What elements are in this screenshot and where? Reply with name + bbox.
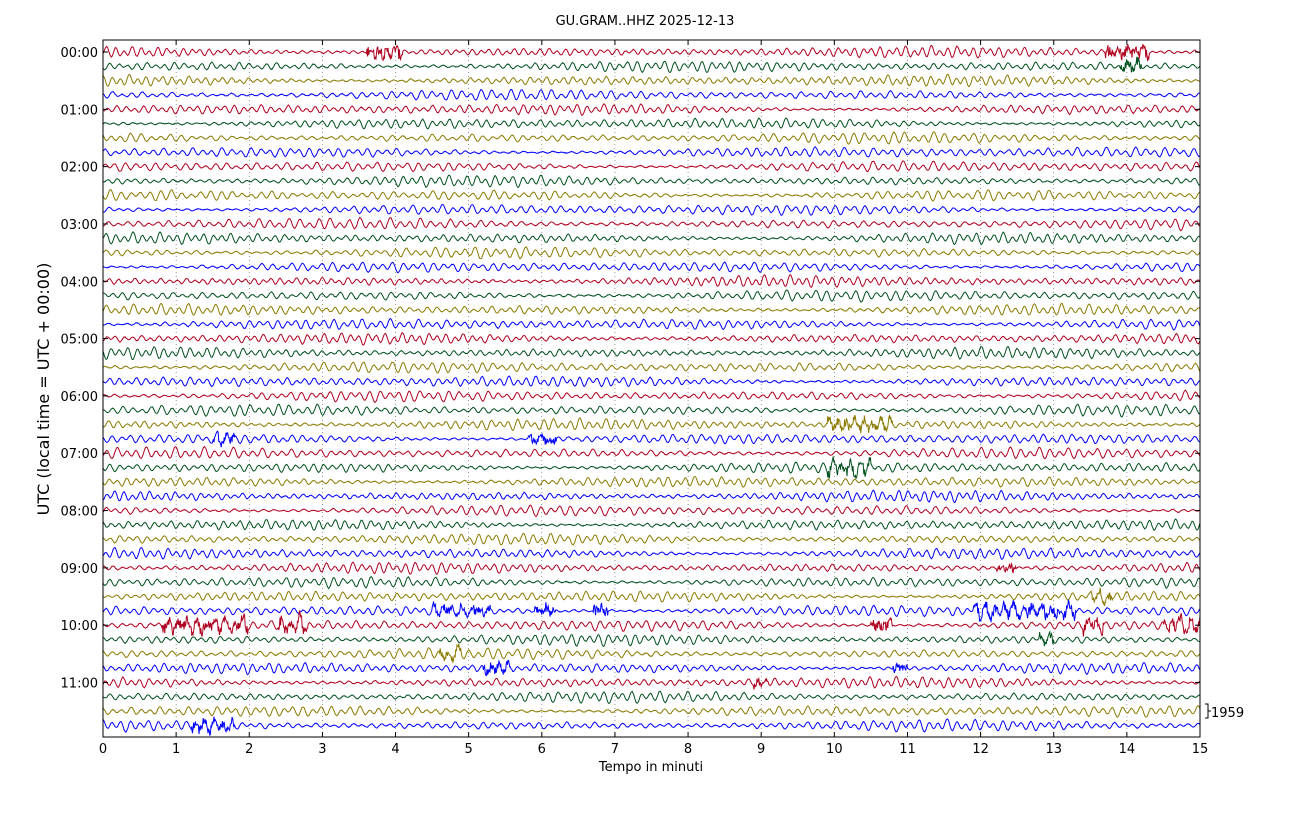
seismic-trace-line	[102, 643, 1201, 664]
y-tick-label: 05:00	[61, 333, 98, 348]
x-tick-label: 14	[1119, 742, 1136, 757]
plot-frame	[102, 39, 1201, 738]
x-tick-label: 9	[757, 742, 765, 757]
seismic-trace-line	[102, 587, 1201, 607]
seismic-trace-line	[102, 56, 1201, 74]
x-tick-label: 10	[826, 742, 843, 757]
x-tick-label: 13	[1045, 742, 1062, 757]
y-tick-label: 07:00	[61, 447, 98, 462]
seismic-trace-line	[102, 332, 1201, 346]
seismic-trace-line	[102, 659, 1201, 677]
seismic-trace-line	[102, 690, 1200, 704]
seismic-trace-line	[102, 160, 1201, 173]
x-tick-label: 11	[899, 742, 916, 757]
seismic-trace-line	[102, 489, 1201, 504]
seismic-trace-line	[102, 705, 1201, 718]
x-tick-label: 5	[465, 742, 473, 757]
x-tick-label: 0	[99, 742, 107, 757]
y-tick-label: 09:00	[61, 562, 98, 577]
amplitude-scale-bar: 1959	[1205, 703, 1244, 721]
seismic-trace-line	[102, 575, 1201, 590]
seismic-trace-line	[102, 445, 1201, 460]
chart-title: GU.GRAM..HHZ 2025-12-13	[556, 14, 735, 29]
seismic-trace-line	[102, 375, 1201, 388]
seismic-trace-line	[102, 216, 1201, 232]
seismic-trace-line	[102, 188, 1200, 202]
seismic-trace-line	[102, 146, 1200, 158]
x-tick-label: 4	[391, 742, 399, 757]
seismic-trace-line	[102, 103, 1201, 116]
x-tick-label: 7	[611, 742, 619, 757]
seismic-trace-line	[102, 504, 1200, 518]
seismic-trace-line	[102, 131, 1201, 145]
seismic-trace-line	[102, 414, 1201, 434]
grid-lines	[175, 40, 1128, 737]
seismic-trace-line	[102, 345, 1201, 361]
seismic-trace-line	[102, 43, 1200, 62]
seismic-trace-line	[102, 716, 1201, 736]
x-tick-label: 15	[1192, 742, 1209, 757]
seismic-trace-line	[102, 475, 1200, 488]
seismic-trace-line	[102, 317, 1201, 331]
x-tick-label: 12	[972, 742, 989, 757]
seismic-trace-line	[102, 675, 1200, 690]
y-tick-label: 08:00	[61, 505, 98, 520]
y-tick-label: 10:00	[61, 619, 98, 634]
seismic-trace-line	[102, 546, 1201, 560]
y-tick-label: 02:00	[61, 161, 98, 176]
seismic-trace-line	[102, 117, 1201, 130]
seismic-trace-line	[102, 389, 1201, 403]
seismic-trace-line	[102, 561, 1201, 575]
x-tick-label: 1	[172, 742, 180, 757]
seismic-trace-line	[102, 598, 1201, 623]
y-tick-label: 04:00	[61, 275, 98, 290]
y-axis-ticks: 00:00 01:00 02:00 03:00 04:00 05:00 06:00 07:00…	[61, 46, 1200, 692]
seismic-trace-line	[102, 274, 1201, 288]
seismic-trace-line	[102, 456, 1201, 480]
y-tick-label: 11:00	[61, 677, 98, 692]
seismic-trace-line	[102, 630, 1200, 648]
seismic-trace-line	[102, 302, 1201, 316]
seismic-trace-line	[102, 609, 1201, 637]
x-tick-label: 3	[318, 742, 326, 757]
seismic-trace-line	[102, 518, 1201, 532]
seismic-trace-line	[102, 261, 1201, 274]
seismic-trace-line	[102, 231, 1201, 246]
x-axis-ticks: 0 1 2 3 4 5 6 7 8 9 10 11 12 13 14 15	[99, 40, 1208, 757]
seismic-trace-line	[102, 289, 1201, 303]
seismic-trace-line	[102, 403, 1201, 418]
scale-label: 1959	[1211, 706, 1244, 721]
seismic-traces	[102, 43, 1201, 736]
seismic-trace-line	[102, 430, 1200, 448]
x-tick-label: 6	[538, 742, 546, 757]
x-axis-label: Tempo in minuti	[598, 760, 703, 775]
y-tick-label: 00:00	[61, 46, 98, 61]
seismic-trace-line	[102, 88, 1200, 101]
y-tick-label: 06:00	[61, 390, 98, 405]
y-axis-label: UTC (local time = UTC + 00:00)	[34, 263, 53, 516]
seismic-trace-line	[102, 204, 1200, 216]
seismic-trace-line	[102, 532, 1201, 546]
seismic-trace-line	[102, 246, 1201, 260]
seismic-trace-line	[102, 361, 1201, 374]
seismic-trace-line	[102, 73, 1200, 88]
x-tick-label: 2	[245, 742, 253, 757]
seismic-trace-line	[102, 174, 1200, 188]
y-tick-label: 01:00	[61, 103, 98, 118]
x-tick-label: 8	[684, 742, 692, 757]
y-tick-label: 03:00	[61, 218, 98, 233]
